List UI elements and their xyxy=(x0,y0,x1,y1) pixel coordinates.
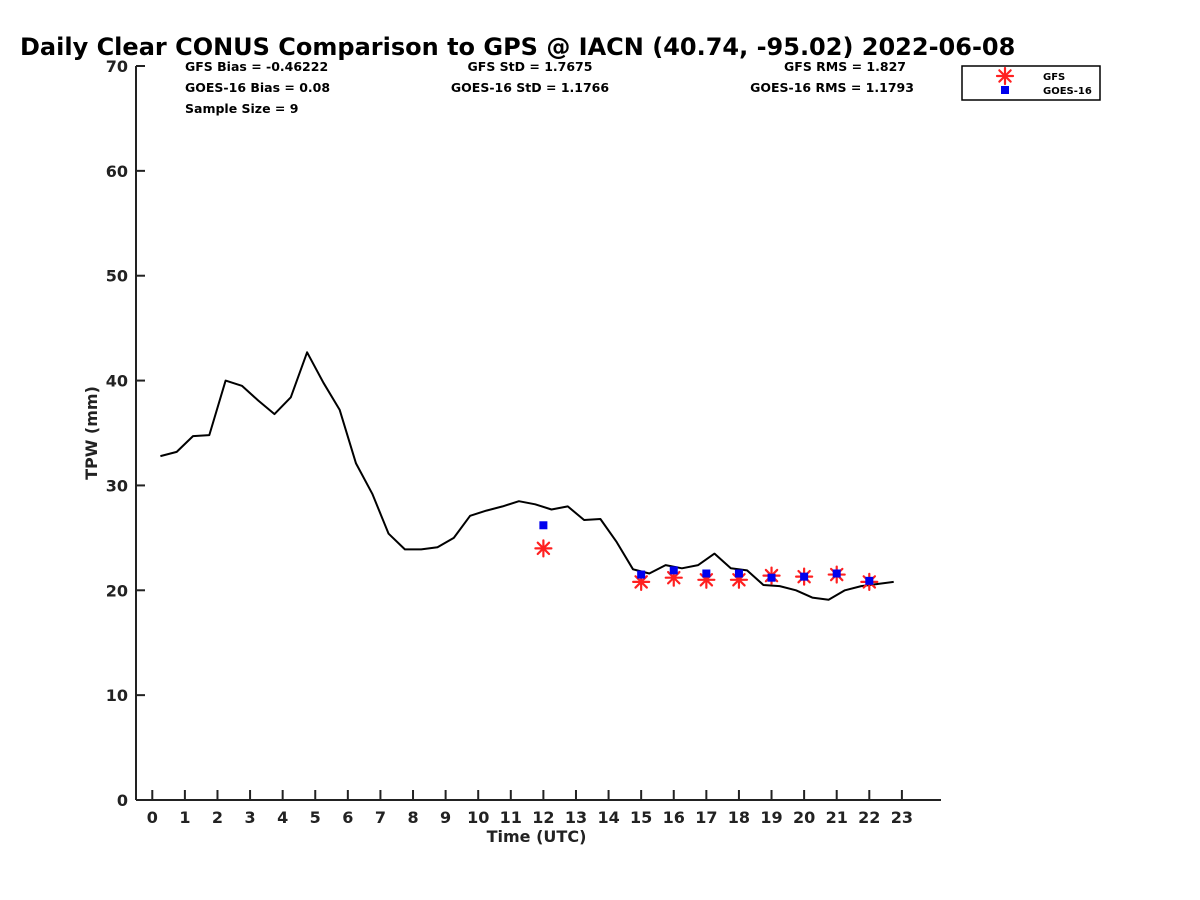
x-tick-label: 22 xyxy=(858,808,880,827)
legend: GFS GOES-16 xyxy=(961,65,1101,101)
goes-point xyxy=(865,576,874,585)
legend-goes-marker xyxy=(1001,86,1009,94)
x-tick-label: 13 xyxy=(565,808,587,827)
goes-point xyxy=(539,521,548,530)
y-tick-label: 40 xyxy=(106,372,128,391)
legend-gfs-marker xyxy=(995,66,1015,86)
goes-point xyxy=(800,572,809,581)
x-tick-label: 0 xyxy=(147,808,158,827)
x-tick-label: 21 xyxy=(826,808,848,827)
y-tick-label: 70 xyxy=(106,57,128,76)
gps-series-line xyxy=(160,351,894,601)
x-tick-label: 15 xyxy=(630,808,652,827)
x-axis-label: Time (UTC) xyxy=(487,827,587,846)
x-tick-label: 2 xyxy=(212,808,223,827)
x-tick-label: 16 xyxy=(663,808,685,827)
x-tick-label: 19 xyxy=(760,808,782,827)
x-tick-label: 1 xyxy=(179,808,190,827)
x-tick-label: 14 xyxy=(597,808,619,827)
x-tick-label: 3 xyxy=(244,808,255,827)
x-tick-label: 5 xyxy=(310,808,321,827)
goes-point xyxy=(702,569,711,578)
x-tick-label: 6 xyxy=(342,808,353,827)
gfs-std-text: GFS StD = 1.7675 xyxy=(468,59,593,74)
y-tick-label: 50 xyxy=(106,267,128,286)
y-tick-label: 0 xyxy=(117,791,128,810)
chart-title: Daily Clear CONUS Comparison to GPS @ IA… xyxy=(20,33,1015,61)
gfs-rms-text: GFS RMS = 1.827 xyxy=(784,59,906,74)
x-tick-label: 12 xyxy=(532,808,554,827)
x-tick-label: 10 xyxy=(467,808,489,827)
x-tick-label: 7 xyxy=(375,808,386,827)
x-tick-label: 18 xyxy=(728,808,750,827)
y-axis-label: TPW (mm) xyxy=(82,386,101,480)
legend-box xyxy=(961,65,1101,101)
legend-goes-label: GOES-16 xyxy=(1043,86,1092,97)
y-tick-label: 30 xyxy=(106,476,128,495)
goes-point xyxy=(734,569,743,578)
goes-bias-text: GOES-16 Bias = 0.08 xyxy=(185,80,330,95)
legend-gfs-asterisk xyxy=(995,66,1015,86)
x-tick-label: 23 xyxy=(891,808,913,827)
goes-point xyxy=(767,573,776,582)
x-tick-label: 8 xyxy=(407,808,418,827)
plot-axes: 0 1 2 3 4 5 6 7 8 9 10 11 12 13 14 15 16 17 18 19 20 21 22 2301… xyxy=(82,57,941,846)
x-tick-label: 9 xyxy=(440,808,451,827)
x-tick-label: 17 xyxy=(695,808,717,827)
goes-rms-text: GOES-16 RMS = 1.1793 xyxy=(750,80,914,95)
x-tick-label: 4 xyxy=(277,808,288,827)
goes-point xyxy=(637,570,646,579)
x-tick-label: 11 xyxy=(500,808,522,827)
goes-point xyxy=(832,569,841,578)
gfs-marker-stroke xyxy=(998,69,1012,83)
goes-std-text: GOES-16 StD = 1.1766 xyxy=(451,80,609,95)
gfs-marker-stroke xyxy=(536,541,551,556)
y-tick-label: 20 xyxy=(106,581,128,600)
legend-gfs-label: GFS xyxy=(1043,72,1065,83)
plot-data xyxy=(160,351,894,601)
gfs-point xyxy=(534,539,553,558)
goes-point xyxy=(669,566,678,575)
x-tick-label: 20 xyxy=(793,808,815,827)
sample-size-text: Sample Size = 9 xyxy=(185,101,298,116)
y-tick-label: 60 xyxy=(106,162,128,181)
legend-goes-square xyxy=(1001,86,1009,94)
gfs-bias-text: GFS Bias = -0.46222 xyxy=(185,59,328,74)
y-tick-label: 10 xyxy=(106,686,128,705)
